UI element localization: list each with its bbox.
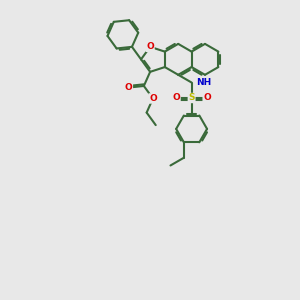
Text: O: O xyxy=(146,42,154,51)
Text: O: O xyxy=(124,83,132,92)
Text: O: O xyxy=(149,94,157,103)
Text: O: O xyxy=(172,94,180,103)
Text: S: S xyxy=(188,94,195,103)
Text: O: O xyxy=(203,94,211,103)
Text: NH: NH xyxy=(196,78,211,87)
